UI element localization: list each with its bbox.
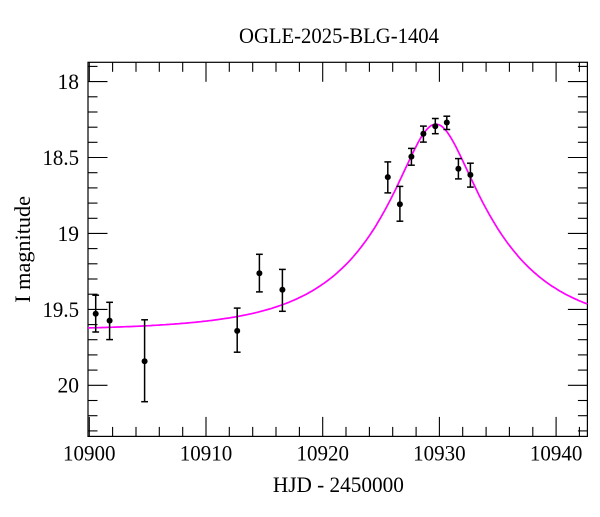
- svg-text:OGLE-2025-BLG-1404: OGLE-2025-BLG-1404: [239, 23, 439, 48]
- svg-text:10900: 10900: [63, 441, 116, 466]
- svg-text:19.5: 19.5: [43, 297, 80, 322]
- svg-text:20: 20: [58, 373, 80, 398]
- svg-text:I magnitude: I magnitude: [10, 196, 35, 303]
- svg-text:10910: 10910: [180, 441, 233, 466]
- svg-text:19: 19: [58, 221, 80, 246]
- svg-text:10940: 10940: [530, 441, 583, 466]
- svg-text:18.5: 18.5: [43, 145, 80, 170]
- svg-text:HJD - 2450000: HJD - 2450000: [273, 472, 404, 497]
- svg-text:10930: 10930: [413, 441, 466, 466]
- svg-text:18: 18: [58, 69, 80, 94]
- svg-text:10920: 10920: [296, 441, 349, 466]
